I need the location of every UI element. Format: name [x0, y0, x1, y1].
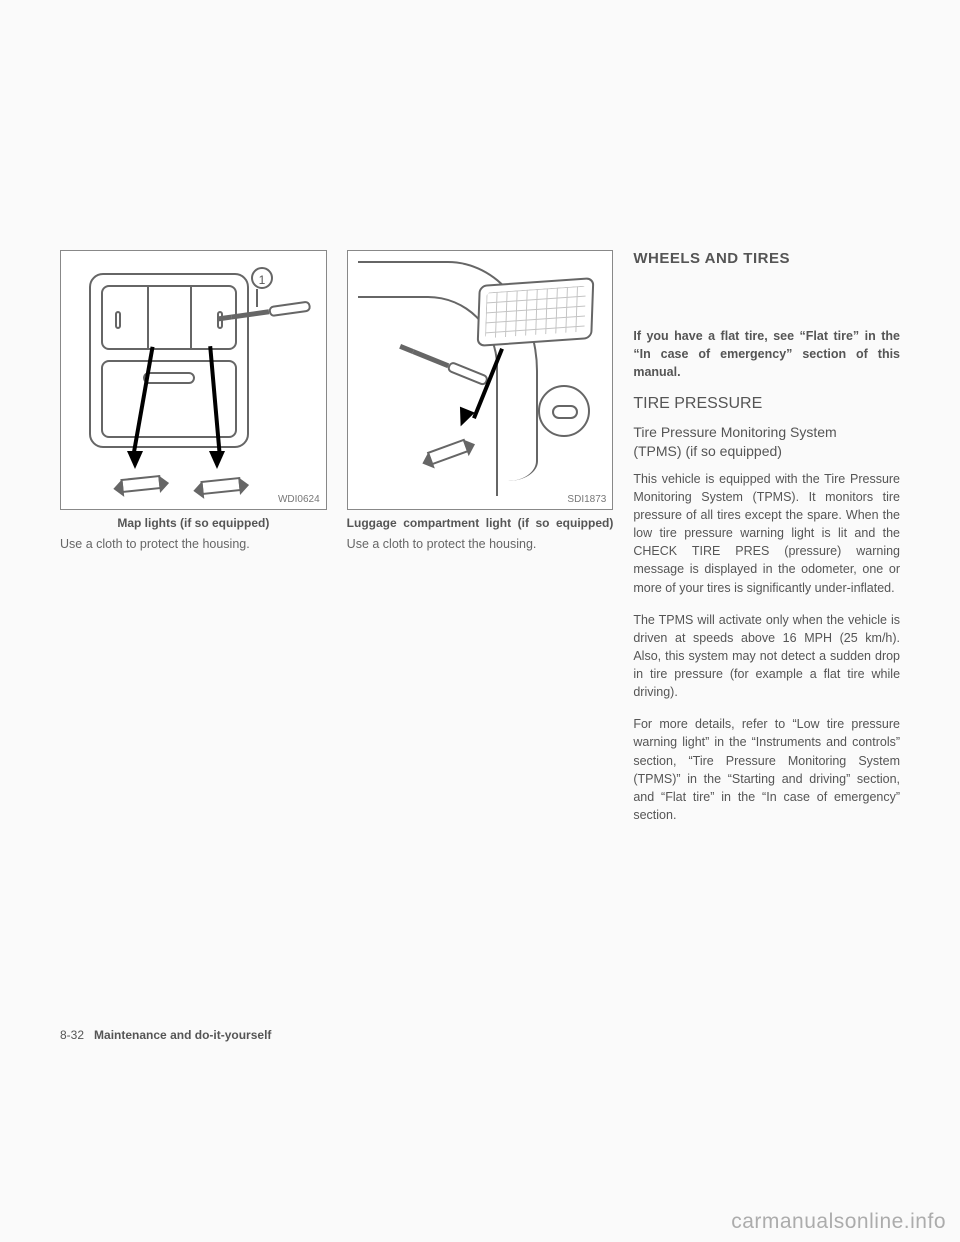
watermark: carmanualsonline.info [731, 1210, 946, 1234]
column-2: SDI1873 Luggage compartment light (if so… [347, 250, 614, 838]
bulb-icon [200, 477, 241, 495]
manual-page: 1 WDI0624 Map lights (if so equipped) Us… [0, 0, 960, 1242]
callout-1: 1 [251, 267, 273, 289]
figure-description: Use a cloth to protect the housing. [347, 536, 614, 554]
arrow-icon [209, 451, 225, 469]
luggage-light-lens [476, 277, 594, 347]
figure-id: SDI1873 [567, 494, 606, 505]
paragraph: The TPMS will activate only when the veh… [633, 611, 900, 702]
subheading-tire-pressure: TIRE PRESSURE [633, 395, 900, 413]
paragraph: This vehicle is equipped with the Tire P… [633, 470, 900, 597]
map-light-housing [89, 273, 249, 448]
content-columns: 1 WDI0624 Map lights (if so equipped) Us… [60, 250, 900, 838]
figure-map-lights: 1 WDI0624 [60, 250, 327, 510]
tpms-line1: Tire Pressure Monitoring System [633, 424, 836, 440]
figure-description: Use a cloth to protect the housing. [60, 536, 327, 554]
section-title: WHEELS AND TIRES [633, 250, 900, 267]
bulb-icon [120, 475, 161, 493]
figure-caption: Map lights (if so equipped) [60, 516, 327, 532]
tpms-line2: (TPMS) (if so equipped) [633, 443, 782, 459]
column-1: 1 WDI0624 Map lights (if so equipped) Us… [60, 250, 327, 838]
page-section: Maintenance and do-it-yourself [94, 1028, 271, 1042]
figure-id: WDI0624 [278, 494, 320, 505]
page-footer: 8-32 Maintenance and do-it-yourself [60, 1028, 271, 1042]
subheading-tpms: Tire Pressure Monitoring System (TPMS) (… [633, 423, 900, 459]
figure-caption: Luggage compartment light (if so equippe… [347, 516, 614, 532]
intro-note: If you have a flat tire, see “Flat tire”… [633, 327, 900, 381]
callout-line [256, 289, 258, 307]
figure-luggage-light: SDI1873 [347, 250, 614, 510]
page-number: 8-32 [60, 1028, 84, 1042]
arrow-icon [127, 451, 143, 469]
paragraph: For more details, refer to “Low tire pre… [633, 715, 900, 824]
column-3: WHEELS AND TIRES If you have a flat tire… [633, 250, 900, 838]
receptacle-icon [538, 385, 590, 437]
